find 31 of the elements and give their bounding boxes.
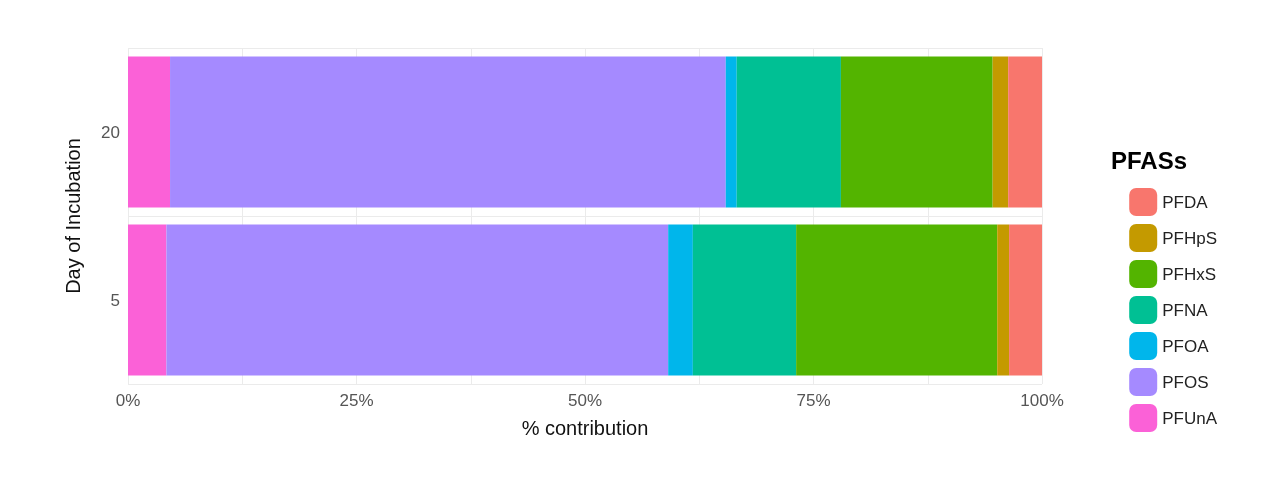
x-axis-title: % contribution bbox=[521, 417, 649, 439]
legend-label: PFNA bbox=[1162, 300, 1209, 320]
bar bbox=[668, 224, 693, 376]
legend-title: PFASs bbox=[1110, 146, 1187, 174]
legend-label: PFUnA bbox=[1162, 408, 1218, 428]
bar bbox=[1009, 224, 1042, 376]
legend-label: PFOA bbox=[1162, 336, 1210, 356]
bar bbox=[997, 224, 1010, 376]
bar bbox=[840, 56, 993, 208]
legend-label: PFHpS bbox=[1162, 228, 1217, 248]
bar bbox=[166, 224, 669, 376]
x-tick-label: 100% bbox=[1020, 391, 1064, 410]
y-tick-label: 5 bbox=[110, 290, 120, 310]
legend-label: PFHxS bbox=[1162, 264, 1217, 284]
x-tick-label: 50% bbox=[567, 391, 603, 410]
bar bbox=[170, 56, 726, 208]
x-tick-label: 75% bbox=[796, 391, 831, 410]
bar bbox=[992, 56, 1009, 208]
bar bbox=[128, 56, 171, 208]
legend-label: PFDA bbox=[1162, 192, 1209, 212]
bar bbox=[1008, 56, 1042, 208]
bar bbox=[692, 224, 797, 376]
bar bbox=[796, 224, 998, 376]
bar bbox=[128, 224, 167, 376]
y-axis-title: Day of Incubation bbox=[62, 138, 84, 294]
bar bbox=[736, 56, 841, 208]
x-tick-label: 25% bbox=[339, 391, 374, 410]
bar bbox=[725, 56, 737, 208]
y-tick-label: 20 bbox=[101, 122, 120, 142]
legend-label: PFOS bbox=[1162, 372, 1209, 392]
x-tick-label: 0% bbox=[115, 391, 141, 410]
